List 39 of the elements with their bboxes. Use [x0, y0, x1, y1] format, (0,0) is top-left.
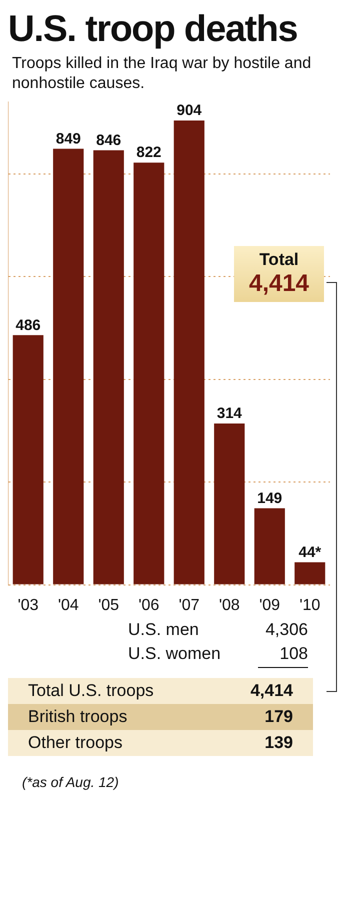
text: U.S. women — [128, 644, 221, 665]
bar — [214, 424, 245, 584]
text: U.S. men — [128, 620, 199, 640]
x-tick-label: '03 — [18, 596, 39, 614]
bar — [134, 162, 164, 584]
text: Other troops — [28, 733, 122, 753]
text: (*as of Aug. 12) — [22, 774, 120, 790]
chart-subtitle: Troops killed in the Iraq war by hostile and nonhostile causes. — [12, 54, 312, 94]
data-label: 822 — [136, 144, 162, 162]
bar — [53, 148, 84, 584]
bar — [93, 150, 124, 584]
x-tick-label: '08 — [218, 596, 240, 614]
data-label: 846 — [96, 132, 122, 149]
x-tick-label: '06 — [138, 596, 160, 614]
text: 179 — [264, 707, 293, 727]
x-tick-label: '04 — [58, 596, 79, 614]
text: 4,306 — [265, 620, 308, 640]
data-label: 44* — [298, 544, 322, 561]
data-label: 849 — [56, 130, 81, 148]
bar — [294, 562, 326, 584]
text: 139 — [264, 733, 293, 753]
text: British troops — [28, 707, 128, 727]
annotation: 4,414 — [248, 270, 310, 298]
x-tick-label: '10 — [299, 596, 320, 614]
data-label: 314 — [216, 405, 243, 422]
text: Total U.S. troops — [28, 681, 154, 701]
bar — [12, 335, 44, 584]
chart-title: U.S. troop deaths — [8, 8, 298, 50]
data-label: 486 — [16, 316, 41, 334]
data-label: 149 — [257, 490, 282, 507]
bar — [174, 120, 204, 584]
text: 108 — [258, 644, 308, 668]
data-label: 904 — [176, 102, 202, 120]
annotation: Total — [258, 250, 300, 270]
x-tick-label: '07 — [178, 596, 200, 614]
text: 4,414 — [250, 681, 293, 701]
x-tick-label: '09 — [259, 596, 280, 614]
x-tick-label: '05 — [98, 596, 120, 614]
bar — [254, 508, 285, 584]
